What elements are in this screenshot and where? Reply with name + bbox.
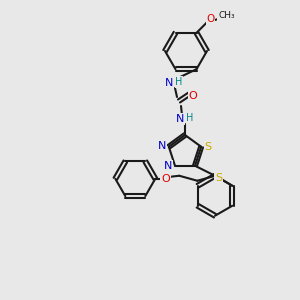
Text: N: N xyxy=(165,78,173,88)
Text: S: S xyxy=(205,142,212,152)
Text: S: S xyxy=(215,173,222,183)
Text: O: O xyxy=(206,14,214,24)
Text: N: N xyxy=(164,161,172,171)
Text: N: N xyxy=(176,114,184,124)
Text: N: N xyxy=(158,141,166,151)
Text: O: O xyxy=(161,174,170,184)
Text: H: H xyxy=(175,77,183,87)
Text: CH₃: CH₃ xyxy=(218,11,235,20)
Text: O: O xyxy=(189,91,197,101)
Text: H: H xyxy=(186,113,194,123)
